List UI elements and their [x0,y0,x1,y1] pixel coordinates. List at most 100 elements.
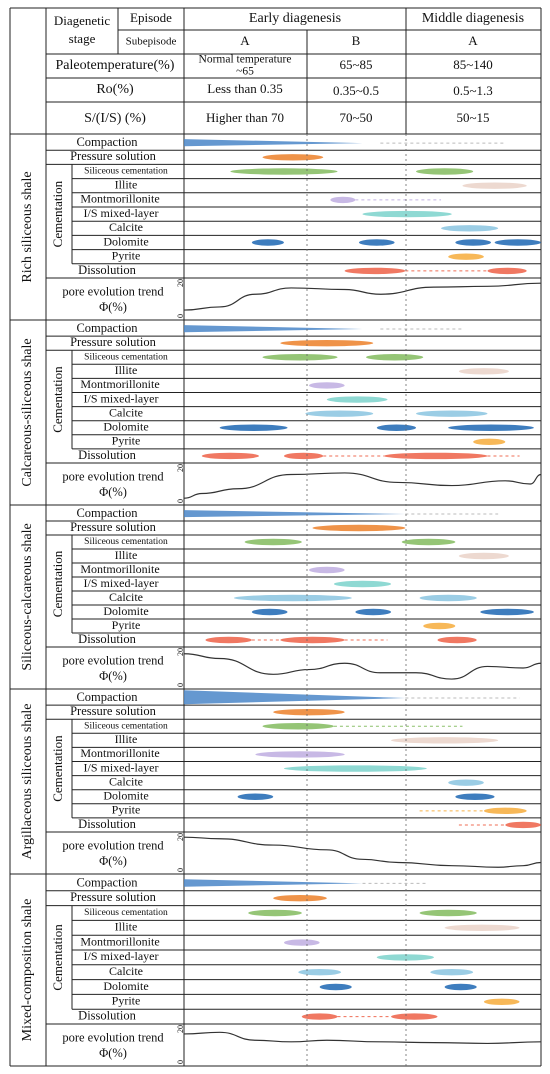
shale-type-label: Siliceous-calcareous shale [20,523,35,670]
dolomite-bar [444,983,477,991]
row-label-pressure: Pressure solution [70,149,157,163]
pore-evolution-curve [183,472,542,499]
pressure-bar [312,524,406,532]
illite-bar [458,368,509,375]
pore-trend-phi: Φ(%) [99,300,127,314]
row-label-montmorillonite: Montmorillonite [80,192,159,206]
dolomite-bar [251,608,288,616]
dissolution-bar [505,821,541,829]
shale-type-label: Mixed-composition shale [20,899,35,1042]
dissolution-bar [383,452,488,460]
row-label-pyrite: Pyrite [112,434,141,448]
cementation-label: Cementation [50,366,65,433]
montmorillonite-bar [308,382,345,389]
row-label-siliceous: Siliceous cementation [84,908,168,918]
siliceous-bar [401,538,456,546]
compaction-wedge [184,879,363,887]
pyrite-bar [423,622,456,630]
ro-a: Less than 0.35 [207,81,282,96]
dolomite-bar [376,424,417,431]
row-label-dissolution: Dissolution [78,448,136,462]
montmorillonite-bar [255,751,345,758]
dolomite-bar [358,239,395,246]
row-label-compaction: Compaction [76,506,138,520]
axis-tick-20: 20 [176,833,185,841]
row-label-dolomite: Dolomite [103,234,148,248]
row-label-calcite: Calcite [109,774,143,788]
pore-trend-label: pore evolution trend [62,1031,164,1045]
row-label-pyrite: Pyrite [112,248,141,262]
middle-diagenesis-label: Middle diagenesis [422,11,524,26]
subepisode-c: A [468,33,478,48]
ismixed-bar [362,210,452,218]
dissolution-bar [301,1013,338,1020]
ismixed-bar [376,954,434,961]
row-label-siliceous: Siliceous cementation [84,721,168,731]
subepisode-a: A [240,33,250,48]
siliceous-bar [230,168,338,175]
dissolution-bar [280,636,345,644]
paleotemperature-label: Paleotemperature(%) [56,58,175,73]
row-label-compaction: Compaction [76,875,138,889]
dolomite-bar [355,608,392,616]
illite-bar [444,924,520,931]
shale-type-label: Rich siliceous shale [20,171,35,282]
section-3: Siliceous-calcareous shale CompactionPres… [10,504,542,689]
dissolution-bar [487,267,527,275]
compaction-wedge [184,510,406,518]
episode-label: Episode [130,10,172,25]
pressure-bar [273,895,327,902]
diagenetic-stage-label: stage [69,31,96,46]
pore-trend-label: pore evolution trend [62,470,164,484]
ismixed-bar [333,580,392,588]
dolomite-bar [319,983,352,991]
ro-b: 0.35~0.5 [333,83,379,98]
axis-tick-0: 0 [176,499,185,503]
ismixed-bar [326,396,388,403]
row-label-montmorillonite: Montmorillonite [80,562,159,576]
ro-label: Ro(%) [96,82,134,97]
calcite-bar [448,779,484,786]
row-label-dissolution: Dissolution [78,817,136,831]
pore-evolution-curve [183,653,542,680]
row-label-pyrite: Pyrite [112,618,141,632]
siliceous-bar [262,723,334,730]
pore-trend-label: pore evolution trend [62,839,164,853]
subepisode-label: Subepisode [126,36,177,48]
calcite-bar [305,410,374,417]
row-label-calcite: Calcite [109,220,143,234]
shale-type-label: Calcareous-siliceous shale [20,338,35,486]
siliceous-bar [366,354,424,361]
sis-b: 70~50 [339,110,372,125]
ismixed-bar [283,765,427,772]
calcite-bar [430,969,474,976]
row-label-siliceous: Siliceous cementation [84,352,168,362]
row-label-calcite: Calcite [109,964,143,978]
pressure-bar [262,154,324,161]
pore-trend-phi: Φ(%) [99,854,127,868]
paleotemperature-a: Normal temperature [199,54,292,66]
axis-tick-20: 20 [176,1025,185,1033]
pore-evolution-curve [183,836,542,868]
row-label-pressure: Pressure solution [70,890,157,904]
dissolution-bar [391,1013,438,1020]
row-label-dissolution: Dissolution [78,1008,136,1022]
pressure-bar [280,339,374,347]
sis-a: Higher than 70 [206,110,284,125]
pore-evolution-curve [183,1031,542,1045]
compaction-wedge [184,139,363,147]
row-label-calcite: Calcite [109,590,143,604]
dissolution-bar [437,636,477,644]
dolomite-bar [219,424,288,431]
calcite-bar [419,594,477,602]
row-label-dissolution: Dissolution [78,632,136,646]
pyrite-bar [473,438,506,446]
calcite-bar [441,225,499,232]
axis-tick-0: 0 [176,1060,185,1064]
dolomite-bar [251,239,284,246]
section-4: Argillaceous siliceous shale CompactionPr… [10,688,542,874]
dolomite-bar [448,424,534,431]
calcite-bar [233,594,352,602]
pore-trend-phi: Φ(%) [99,1046,127,1060]
